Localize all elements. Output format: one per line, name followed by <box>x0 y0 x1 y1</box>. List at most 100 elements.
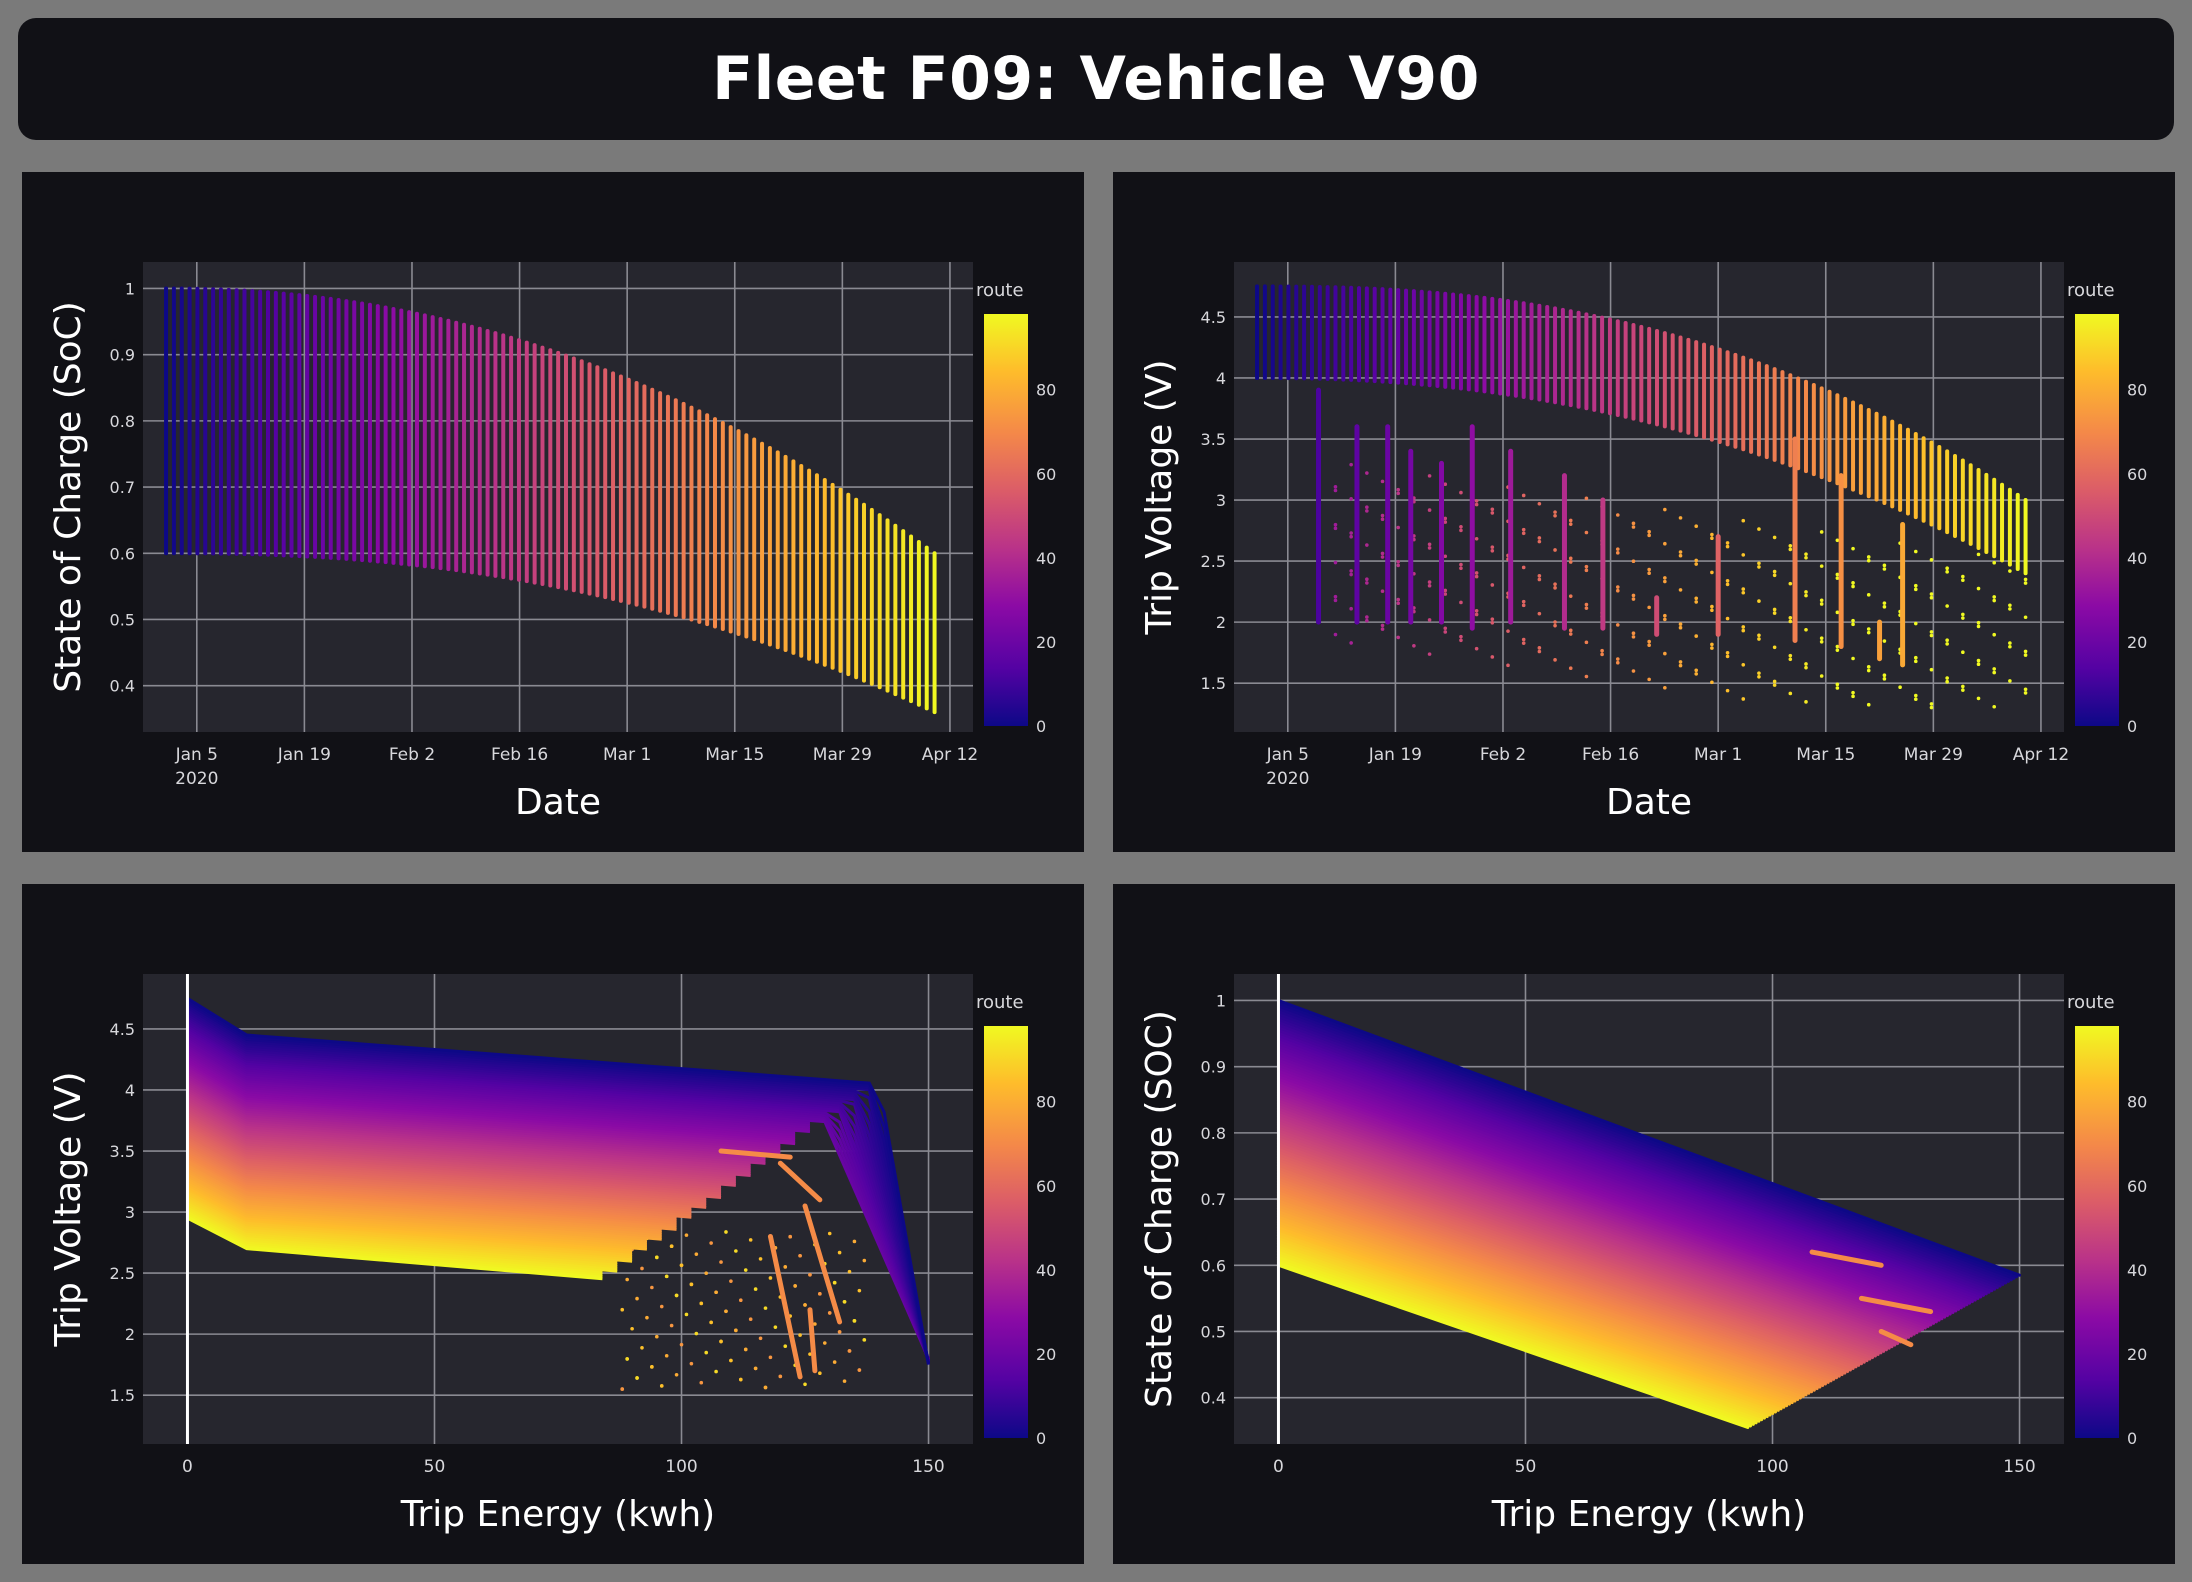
route-point <box>1537 539 1542 544</box>
route-point <box>1537 646 1542 650</box>
route-point <box>1992 667 1997 671</box>
x-tick-label: 100 <box>1756 1457 1788 1477</box>
route-trajectory <box>1276 1204 1811 1395</box>
chart-panel-soc-vs-energy[interactable]: 0.4 0.5 0.6 0.7 0.8 0.9 1 0 50 100 150 Trip Energy … <box>1113 884 2175 1564</box>
route-trajectory <box>1276 1169 1847 1375</box>
route-trajectory <box>186 1024 930 1362</box>
route-point <box>1741 628 1746 633</box>
route-point <box>640 1266 644 1271</box>
route-trajectory <box>1276 1055 1963 1310</box>
route-trajectory <box>186 1176 648 1244</box>
route-point <box>1647 639 1651 644</box>
route-point <box>862 1338 867 1342</box>
route-point <box>1631 521 1636 526</box>
route-trajectory <box>186 1131 707 1205</box>
x-tick-label: Mar 1 <box>603 745 651 765</box>
route-trajectory <box>186 1167 662 1237</box>
route-trajectory <box>1276 1061 1958 1313</box>
route-trajectory <box>1276 1134 1883 1355</box>
route-point <box>1584 496 1589 501</box>
y-tick-label: 3 <box>1216 491 1226 510</box>
route-trajectory <box>1276 1174 1841 1378</box>
x-tick-label: Mar 15 <box>1796 745 1855 765</box>
route-point <box>1678 663 1683 668</box>
route-point <box>1600 652 1604 657</box>
x-tick-label: 50 <box>1515 1457 1537 1477</box>
route-point <box>1396 601 1401 606</box>
route-point <box>2023 653 2028 657</box>
route-point <box>1835 648 1840 652</box>
route-point <box>1647 533 1651 538</box>
route-point <box>2008 644 2012 649</box>
route-trajectory <box>1276 1080 1938 1324</box>
route-point <box>1553 548 1557 552</box>
route-point <box>1913 697 1918 702</box>
route-point <box>659 1384 664 1388</box>
colorbar: route 0 20 40 60 80 <box>976 280 1056 736</box>
route-trajectory <box>1276 1185 1830 1384</box>
route-point <box>689 1282 694 1287</box>
route-point <box>1976 620 1981 625</box>
chart-panel-voltage-vs-date[interactable]: 1.5 2 2.5 3 3.5 4 4.5 Jan 5 2020 Jan 19 Feb 2 Feb 1… <box>1113 172 2175 852</box>
route-trajectory <box>1276 1209 1805 1398</box>
y-tick-label: 0.4 <box>110 677 135 696</box>
route-point <box>1427 546 1432 550</box>
colorbar-tick-label: 80 <box>2127 1093 2147 1112</box>
route-point <box>1537 611 1542 616</box>
data-points <box>1276 998 2022 1429</box>
route-point <box>1443 630 1448 634</box>
route-point <box>724 1230 728 1234</box>
route-trajectory <box>186 1165 662 1235</box>
route-point <box>1945 570 1949 574</box>
route-point <box>1380 513 1385 518</box>
route-point <box>1945 604 1949 608</box>
route-trajectory <box>1276 1182 1833 1383</box>
route-trajectory <box>1276 1236 1778 1414</box>
route-point <box>1804 700 1808 704</box>
data-points <box>186 997 931 1391</box>
route-point <box>1490 655 1495 659</box>
route-point <box>1804 665 1808 670</box>
route-trajectory <box>186 1055 796 1137</box>
route-trajectory <box>186 1138 692 1210</box>
route-point <box>803 1382 807 1387</box>
route-trajectory <box>186 1086 766 1165</box>
colorbar-title: route <box>976 992 1024 1013</box>
route-trajectory <box>1276 1234 1780 1412</box>
route-trajectory <box>1276 1017 2002 1288</box>
route-trajectory <box>186 1006 930 1364</box>
route-point <box>620 1387 625 1391</box>
route-point <box>1631 597 1636 601</box>
route-point <box>788 1234 793 1239</box>
route-point <box>729 1358 733 1363</box>
route-point <box>798 1253 802 1258</box>
chart-panel-voltage-vs-energy[interactable]: 1.5 2 2.5 3 3.5 4 4.5 0 50 100 150 Trip Energy (kwh… <box>22 884 1084 1564</box>
route-point <box>1694 524 1699 529</box>
route-trajectory <box>186 1100 751 1177</box>
route-point <box>1866 702 1871 707</box>
route-point <box>1866 668 1871 673</box>
route-point <box>1427 652 1432 656</box>
route-point <box>1443 516 1448 521</box>
route-point <box>2008 641 2012 645</box>
route-trajectory <box>186 1120 722 1195</box>
route-point <box>1913 549 1918 554</box>
route-point <box>1788 543 1793 548</box>
route-point <box>1804 628 1808 632</box>
route-point <box>1396 487 1401 492</box>
route-point <box>818 1371 822 1375</box>
route-trajectory <box>186 1189 633 1257</box>
route-point <box>664 1353 669 1358</box>
route-point <box>758 1336 763 1341</box>
colorbar-tick-label: 0 <box>2127 1429 2137 1448</box>
route-point <box>1788 653 1793 658</box>
route-trajectory <box>186 1205 618 1271</box>
route-trajectory <box>1276 1115 1902 1344</box>
route-trajectory <box>1276 1144 1872 1361</box>
route-point <box>1819 598 1824 603</box>
chart-panel-soc-vs-date[interactable]: 0.4 0.5 0.6 0.7 0.8 0.9 1 Jan 5 2020 Jan 19 Feb 2 F… <box>22 172 1084 852</box>
x-tick-label: Jan 19 <box>277 745 331 765</box>
route-trajectory <box>1276 1147 1869 1363</box>
route-trajectory <box>186 1066 781 1147</box>
route-point <box>857 1288 862 1293</box>
